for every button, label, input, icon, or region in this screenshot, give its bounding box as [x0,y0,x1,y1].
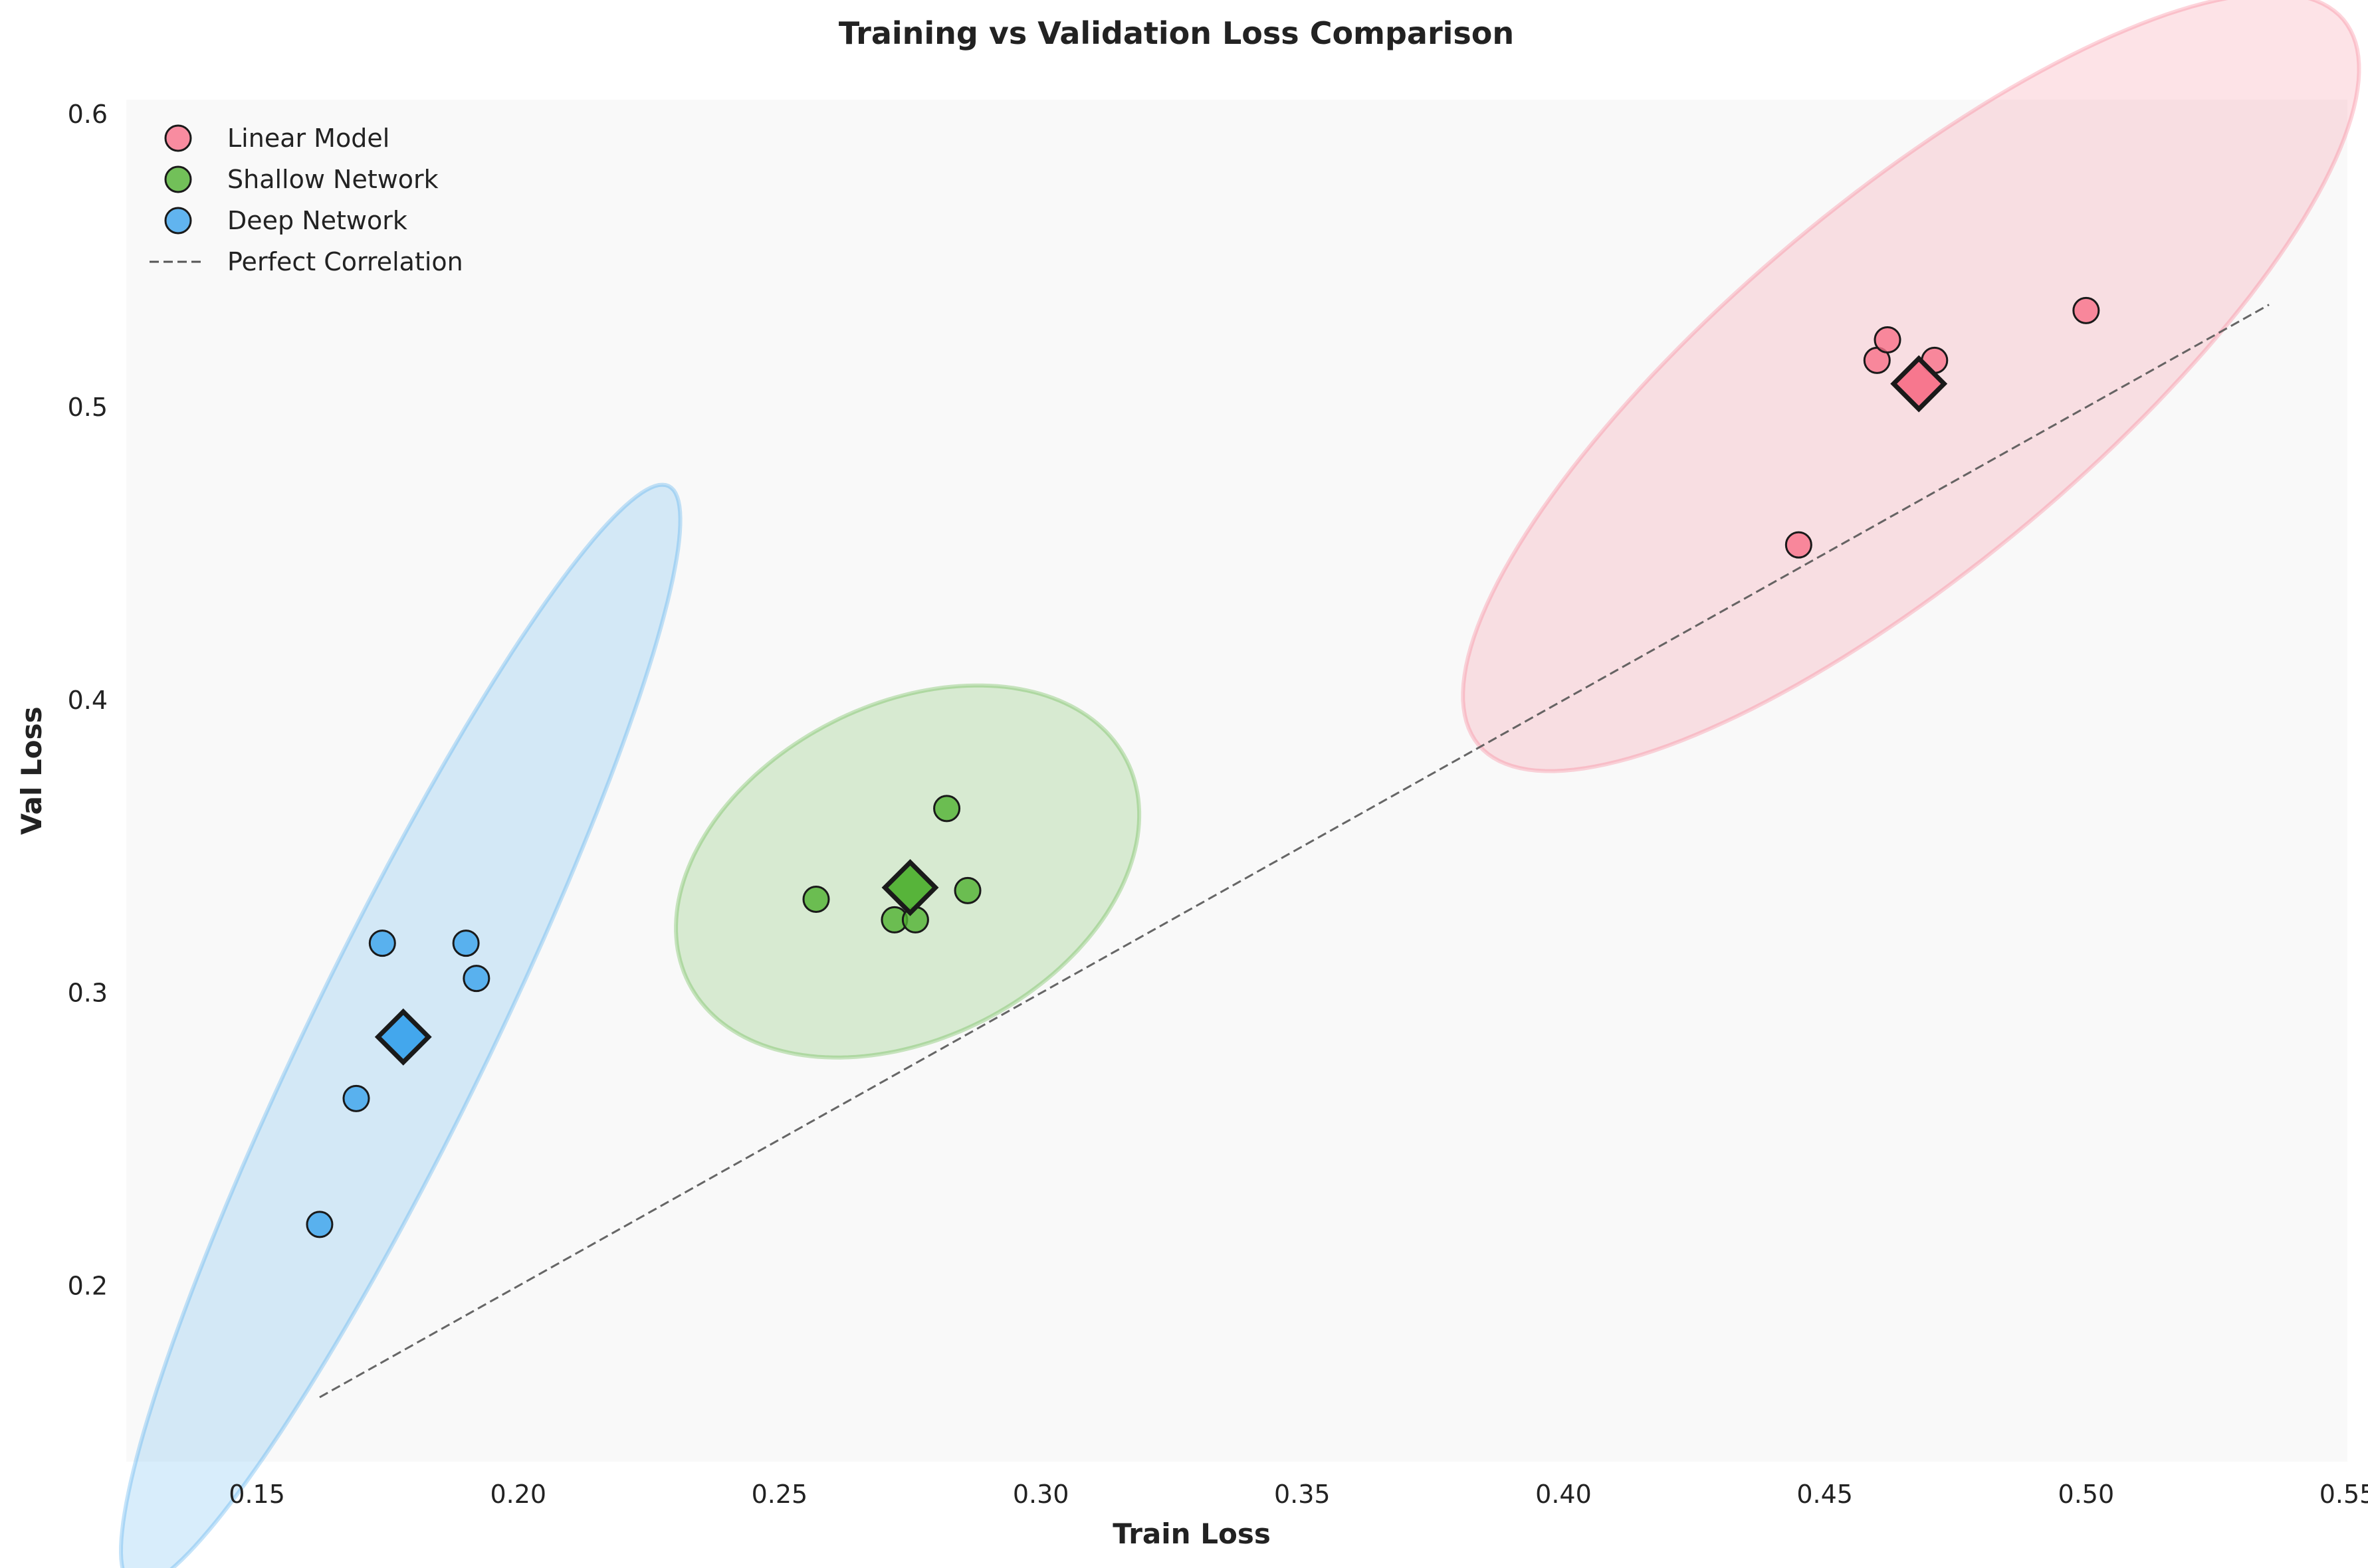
point-deep-network [342,1084,370,1112]
plot-background [126,100,2347,1462]
x-tick-label: 0.45 [1796,1480,1853,1509]
point-deep-network [452,930,480,957]
y-axis-label: Val Loss [15,706,48,834]
mean-marker-shallow-network [881,858,939,916]
x-axis-label: Train Loss [1113,1518,1271,1550]
point-shallow-network [933,795,961,823]
point-linear-model [1784,531,1812,559]
legend-label-perfect-correlation: Perfect Correlation [227,247,463,276]
x-axis-ticks: 0.15 0.20 0.25 0.30 0.35 0.40 0.45 0.50 0.55 [229,1480,2368,1509]
mean-markers [374,355,1948,1066]
y-tick-label: 0.2 [68,1271,108,1300]
x-tick-label: 0.15 [229,1480,285,1509]
x-tick-label: 0.30 [1013,1480,1069,1509]
legend-marker-deep-network [164,207,192,235]
x-tick-label: 0.25 [752,1480,808,1509]
legend-label-shallow-network: Shallow Network [227,165,439,194]
y-axis-ticks: 0.2 0.3 0.4 0.5 0.6 [68,100,108,1300]
x-tick-label: 0.50 [2058,1480,2115,1509]
y-tick-label: 0.6 [68,100,108,129]
perfect-correlation-line [319,304,2270,1399]
legend-label-linear-model: Linear Model [227,124,389,153]
chart-title: Training vs Validation Loss Comparison [839,15,1514,51]
data-points [306,296,2100,1238]
legend: Linear Model Shallow Network Deep Networ… [150,124,463,276]
point-deep-network [306,1211,334,1238]
y-tick-label: 0.5 [68,393,108,422]
point-shallow-network [802,886,830,914]
mean-marker-deep-network [374,1008,432,1066]
y-tick-label: 0.3 [68,979,108,1008]
x-tick-label: 0.20 [490,1480,546,1509]
x-tick-label: 0.35 [1274,1480,1331,1509]
point-linear-model [2072,296,2100,324]
point-deep-network [368,930,396,957]
point-deep-network [463,965,490,993]
point-linear-model [1874,326,1901,354]
y-tick-label: 0.4 [68,686,108,715]
reference-line-layer [319,304,2270,1399]
point-shallow-network [954,876,982,904]
legend-label-deep-network: Deep Network [227,206,407,235]
mean-marker-linear-model [1890,355,1948,413]
legend-marker-linear-model [164,124,192,152]
x-tick-label: 0.55 [2319,1480,2368,1509]
x-tick-label: 0.40 [1535,1480,1592,1509]
legend-marker-shallow-network [164,165,192,193]
